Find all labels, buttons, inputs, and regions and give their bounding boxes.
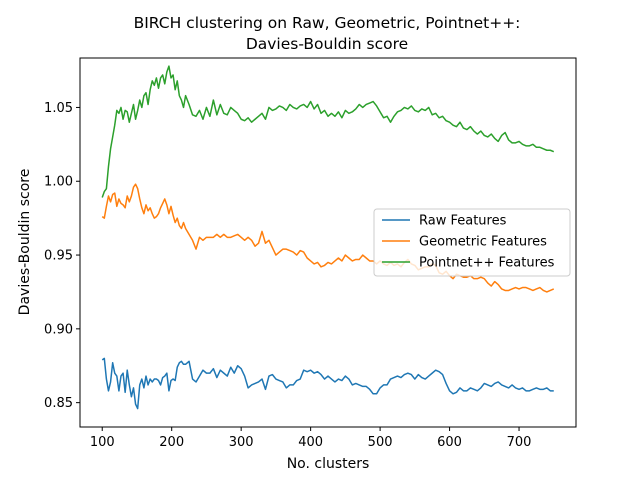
series-line-0 [101,357,554,410]
x-tick-label-0: 100 [90,435,115,450]
x-tick-label-3: 400 [298,435,323,450]
x-tick-label-6: 700 [507,435,532,450]
series-line-2 [101,65,555,198]
y-tick-label-4: 1.05 [44,101,73,116]
y-tick-label-1: 0.90 [44,322,73,337]
x-tick-label-5: 600 [437,435,462,450]
y-axis-ticks: 0.85 0.90 0.95 1.00 1.05 [44,101,80,411]
x-tick-label-2: 300 [229,435,254,450]
x-axis-label: No. clusters [287,456,370,472]
legend-label-0: Raw Features [419,214,507,229]
y-tick-label-0: 0.85 [44,396,73,411]
x-tick-label-1: 200 [159,435,184,450]
x-tick-label-4: 500 [368,435,393,450]
x-axis-ticks: 100 200 300 400 500 600 700 [90,427,532,450]
y-tick-label-2: 0.95 [44,249,73,264]
legend-box [373,208,571,277]
legend: Raw Features Geometric Features Pointnet++… [373,208,571,277]
legend-label-2: Pointnet++ Features [419,256,555,271]
y-axis-label: Davies-Bouldin score [17,169,33,316]
plot-frame [79,57,577,428]
y-tick-label-3: 1.00 [44,175,73,190]
chart-title: BIRCH clustering on Raw, Geometric, Poin… [134,14,521,32]
legend-label-1: Geometric Features [419,235,547,250]
chart-subtitle: Davies-Bouldin score [246,35,408,53]
